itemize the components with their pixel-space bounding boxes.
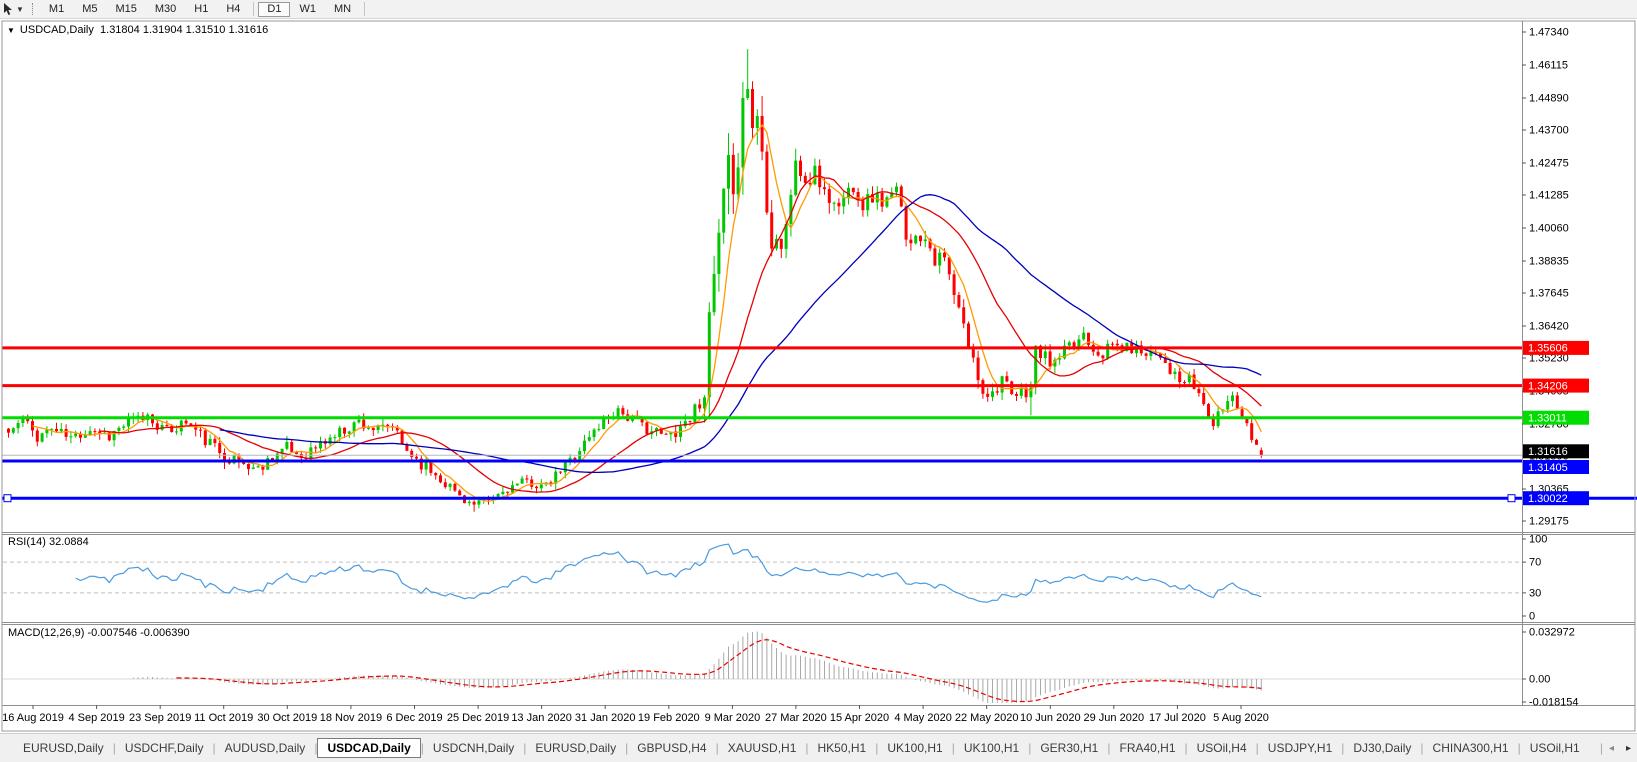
time-tick-label: 10 Jun 2020 <box>1020 712 1081 724</box>
price-label-1.30022-text: 1.30022 <box>1528 493 1568 505</box>
macd-axis-label: -0.018154 <box>1529 697 1579 709</box>
time-tick-label: 22 May 2020 <box>955 712 1019 724</box>
chart-tab-eurusd-daily[interactable]: EURUSD,Daily <box>14 739 113 757</box>
chart-tab-usdcad-daily[interactable]: USDCAD,Daily <box>317 738 420 758</box>
chart-tab-eurusd-daily[interactable]: EURUSD,Daily <box>526 739 625 757</box>
price-axis[interactable]: 1.47340 1.46115 1.44890 1.43700 1.42475 1.412… <box>1522 27 1579 709</box>
time-tick-label: 19 Feb 2020 <box>638 712 700 724</box>
price-label-1.31405-text: 1.31405 <box>1528 462 1568 474</box>
chart-tab-usdjpy-h1[interactable]: USDJPY,H1 <box>1259 739 1341 757</box>
price-tick-label: 1.46115 <box>1529 60 1568 72</box>
moving-averages <box>33 125 1262 501</box>
horizontal-lines <box>2 348 1637 502</box>
time-tick-label: 13 Jan 2020 <box>511 712 572 724</box>
chart-tab-xauusd-h1[interactable]: XAUUSD,H1 <box>719 739 806 757</box>
time-tick-label: 27 Mar 2020 <box>765 712 827 724</box>
time-tick-label: 9 Mar 2020 <box>705 712 761 724</box>
chart-tabs: EURUSD,Daily|USDCHF,Daily|AUDUSD,Daily|U… <box>14 738 1589 758</box>
macd-axis-label: 0.00 <box>1529 674 1550 686</box>
chart-svg: 1.47340 1.46115 1.44890 1.43700 1.42475 1.412… <box>0 0 1637 735</box>
price-tick-label: 1.43700 <box>1529 125 1569 137</box>
chart-tab-usoil-h4[interactable]: USOil,H4 <box>1188 739 1256 757</box>
price-tick-label: 1.37645 <box>1529 288 1569 300</box>
macd-axis-label: 0.032972 <box>1529 627 1575 639</box>
chart-tab-china300-h1[interactable]: CHINA300,H1 <box>1424 739 1518 757</box>
chart-title: ▼ USDCAD,Daily 1.31804 1.31904 1.31510 1.… <box>7 24 268 36</box>
rsi-axis-label: 70 <box>1529 557 1541 569</box>
chart-tab-usdchf-daily[interactable]: USDCHF,Daily <box>116 739 213 757</box>
price-label-1.34206-text: 1.34206 <box>1528 380 1568 392</box>
time-tick-label: 25 Dec 2019 <box>447 712 509 724</box>
chart-collapse-icon[interactable]: ▼ <box>7 26 15 35</box>
macd-indicator-label: MACD(12,26,9) -0.007546 -0.006390 <box>8 627 190 639</box>
line-drag-handle[interactable] <box>1508 495 1515 502</box>
time-tick-label: 4 Sep 2019 <box>68 712 124 724</box>
rsi-axis-label: 0 <box>1529 611 1535 623</box>
price-tick-label: 1.41285 <box>1529 190 1569 202</box>
price-tick-label: 1.40060 <box>1529 223 1569 235</box>
time-tick-label: 30 Oct 2019 <box>257 712 317 724</box>
time-tick-label: 29 Jun 2020 <box>1084 712 1145 724</box>
time-tick-label: 4 May 2020 <box>894 712 951 724</box>
chart-symbol-period: USDCAD,Daily <box>20 24 94 36</box>
price-tick-label: 1.42475 <box>1529 158 1569 170</box>
chart-tab-gbpusd-h4[interactable]: GBPUSD,H4 <box>628 739 715 757</box>
macd-panel <box>3 632 1522 703</box>
price-label-1.33011-text: 1.33011 <box>1528 413 1567 425</box>
time-tick-label: 16 Aug 2019 <box>2 712 64 724</box>
line-drag-handle[interactable] <box>4 495 11 502</box>
chart-tab-uk100-h1[interactable]: UK100,H1 <box>878 739 951 757</box>
rsi-indicator-label: RSI(14) 32.0884 <box>8 536 89 548</box>
chart-tab-hk50-h1[interactable]: HK50,H1 <box>809 739 876 757</box>
time-axis[interactable]: 16 Aug 2019 4 Sep 2019 23 Sep 201911 Oct 2… <box>2 705 1269 724</box>
price-tick-label: 1.29175 <box>1529 516 1569 528</box>
rsi-line <box>76 544 1262 602</box>
chart-tab-uk100-h1[interactable]: UK100,H1 <box>955 739 1028 757</box>
chart-tab-ger30-h1[interactable]: GER30,H1 <box>1031 739 1107 757</box>
ma-line-45 <box>220 195 1262 473</box>
time-tick-label: 31 Jan 2020 <box>575 712 636 724</box>
price-tick-label: 1.36420 <box>1529 321 1569 333</box>
time-tick-label: 11 Oct 2019 <box>194 712 253 724</box>
current-price-label-text: 1.31616 <box>1528 446 1568 458</box>
rsi-panel <box>3 544 1522 602</box>
rsi-axis-label: 30 <box>1529 587 1541 599</box>
tabs-scroll-left-icon[interactable]: ◂ <box>1603 743 1620 754</box>
rsi-axis-label: 100 <box>1529 534 1547 546</box>
chart-tab-fra40-h1[interactable]: FRA40,H1 <box>1110 739 1184 757</box>
time-tick-label: 18 Nov 2019 <box>320 712 382 724</box>
time-tick-label: 6 Dec 2019 <box>386 712 442 724</box>
price-tick-label: 1.38835 <box>1529 256 1569 268</box>
time-tick-label: 15 Apr 2020 <box>830 712 889 724</box>
price-tick-label: 1.47340 <box>1529 27 1569 39</box>
ma-line-6 <box>33 125 1262 501</box>
chart-tab-dj30-daily[interactable]: DJ30,Daily <box>1344 739 1420 757</box>
trading-platform-window: ▼ M1M5M15M30H1H4D1W1MN 1.473401.461151.4… <box>0 0 1637 762</box>
chart-tabs-bar: EURUSD,Daily|USDCHF,Daily|AUDUSD,Daily|U… <box>0 733 1637 762</box>
panel-borders <box>2 21 1635 731</box>
price-tick-label: 1.44890 <box>1529 93 1569 105</box>
chart-tab-usdcnh-daily[interactable]: USDCNH,Daily <box>424 739 523 757</box>
time-tick-label: 17 Jul 2020 <box>1149 712 1206 724</box>
chart-canvas[interactable]: 1.47340 1.46115 1.44890 1.43700 1.42475 1.412… <box>0 0 1637 735</box>
price-label-1.35606-text: 1.35606 <box>1528 343 1568 355</box>
chart-ohlc-values: 1.31804 1.31904 1.31510 1.31616 <box>100 24 268 36</box>
tabs-scroll-right-icon[interactable]: ▸ <box>1620 743 1637 754</box>
chart-tab-usoil-h1[interactable]: USOil,H1 <box>1521 739 1589 757</box>
time-tick-label: 23 Sep 2019 <box>129 712 191 724</box>
price-line-labels: 1.35606 1.34206 1.33011 1.31405 1.30022 1.316… <box>1523 341 1589 505</box>
time-tick-label: 5 Aug 2020 <box>1213 712 1269 724</box>
chart-tab-audusd-daily[interactable]: AUDUSD,Daily <box>216 739 315 757</box>
